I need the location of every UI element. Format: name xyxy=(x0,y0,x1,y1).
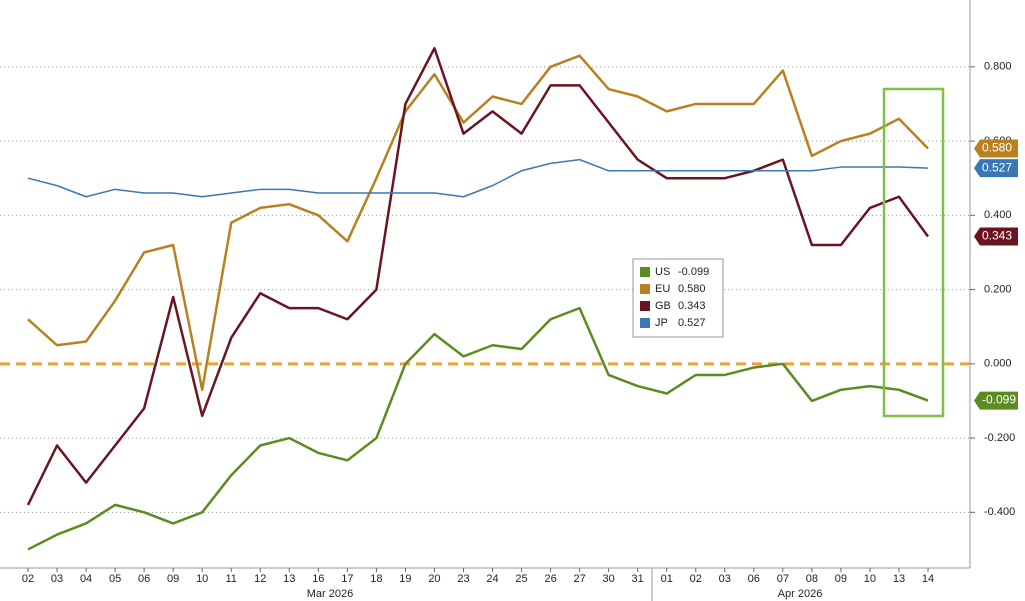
x-tick-label: 12 xyxy=(254,573,266,585)
legend-name: US xyxy=(655,266,670,278)
x-tick-label: 07 xyxy=(777,573,789,585)
x-tick-label: 02 xyxy=(22,573,34,585)
x-tick-label: 10 xyxy=(196,573,208,585)
legend-value: 0.527 xyxy=(678,317,706,329)
x-tick-label: 04 xyxy=(80,573,92,585)
end-label: 0.580 xyxy=(982,141,1012,155)
x-tick-label: 26 xyxy=(544,573,556,585)
y-tick-label: 0.400 xyxy=(984,209,1012,221)
x-tick-label: 06 xyxy=(748,573,760,585)
x-tick-label: 13 xyxy=(893,573,905,585)
y-tick-label: -0.200 xyxy=(984,432,1015,444)
legend-swatch xyxy=(640,284,650,294)
x-tick-label: 20 xyxy=(428,573,440,585)
end-label: -0.099 xyxy=(982,393,1016,407)
legend-name: GB xyxy=(655,300,671,312)
x-tick-label: 01 xyxy=(661,573,673,585)
y-tick-label: -0.400 xyxy=(984,506,1015,518)
legend-value: 0.343 xyxy=(678,300,706,312)
series-line xyxy=(27,158,929,198)
x-tick-label: 06 xyxy=(138,573,150,585)
x-tick-label: 16 xyxy=(312,573,324,585)
x-tick-label: 18 xyxy=(370,573,382,585)
end-label-box xyxy=(974,139,1018,158)
legend-value: -0.099 xyxy=(678,266,709,278)
x-tick-label: 08 xyxy=(806,573,818,585)
x-tick-label: 13 xyxy=(283,573,295,585)
month-label: Apr 2026 xyxy=(778,588,823,600)
x-tick-label: 31 xyxy=(632,573,644,585)
legend-swatch xyxy=(640,267,650,277)
y-tick-label: 0.200 xyxy=(984,283,1012,295)
x-tick-label: 05 xyxy=(109,573,121,585)
end-label: 0.343 xyxy=(982,229,1012,243)
x-tick-label: 23 xyxy=(457,573,469,585)
end-label-box xyxy=(974,159,1018,178)
y-tick-label: 0.800 xyxy=(984,61,1012,73)
x-tick-label: 10 xyxy=(864,573,876,585)
x-tick-label: 03 xyxy=(719,573,731,585)
series-line xyxy=(27,306,929,551)
legend-swatch xyxy=(640,301,650,311)
x-tick-label: 27 xyxy=(573,573,585,585)
legend-swatch xyxy=(640,318,650,328)
end-label-box xyxy=(974,391,1018,410)
x-tick-label: 24 xyxy=(486,573,498,585)
end-label: 0.527 xyxy=(982,160,1012,174)
x-tick-label: 25 xyxy=(515,573,527,585)
series-line xyxy=(26,47,930,506)
legend-value: 0.580 xyxy=(678,283,706,295)
x-tick-label: 17 xyxy=(341,573,353,585)
x-tick-label: 11 xyxy=(226,573,237,585)
legend-name: EU xyxy=(655,283,670,295)
x-tick-label: 09 xyxy=(167,573,179,585)
x-tick-label: 03 xyxy=(51,573,63,585)
end-label-box xyxy=(974,227,1018,246)
month-label: Mar 2026 xyxy=(307,588,353,600)
highlight-box xyxy=(882,87,945,418)
x-tick-label: 19 xyxy=(399,573,411,585)
x-tick-label: 09 xyxy=(835,573,847,585)
x-tick-label: 30 xyxy=(603,573,615,585)
legend-name: JP xyxy=(655,317,668,329)
y-tick-label: 0.000 xyxy=(984,358,1012,370)
series-line xyxy=(27,54,929,392)
x-tick-label: 14 xyxy=(922,573,934,585)
x-tick-label: 02 xyxy=(690,573,702,585)
